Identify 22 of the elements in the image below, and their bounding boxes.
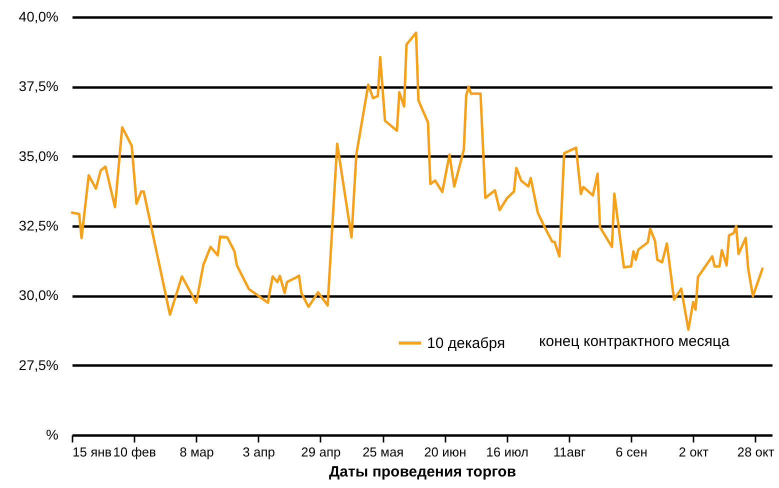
x-axis-title: Даты проведения торгов [328,464,516,480]
y-tick-label: 40,0% [18,8,58,24]
annotation: конец контрактного месяца [539,333,730,350]
y-tick-label: 32,5% [18,218,58,234]
x-tick-label: 29 апр [301,444,341,460]
x-tick-label: 8 мар [180,444,214,460]
x-tick-label: 10 фев [113,444,156,460]
x-tick-label: 11авг [553,444,586,460]
x-tick-label: 15 янв [72,444,112,460]
y-tick-label: 35,0% [18,148,58,164]
x-tick-label: 20 июн [424,444,466,460]
x-tick-label: 3 апр [242,444,276,460]
y-tick-label: 30,0% [18,287,58,304]
y-tick-label: 37,5% [18,78,58,94]
x-tick-label: 28 окт [737,444,774,460]
y-tick-label: % [46,426,58,442]
x-tick-label: 2 окт [678,444,709,460]
y-tick-label: 27,5% [18,356,58,373]
x-tick-label: 6 сен [616,444,648,460]
x-tick-label: 25 мая [362,444,404,460]
x-tick-label: 16 июл [486,444,529,460]
legend-label: 10 декабря [427,335,506,352]
